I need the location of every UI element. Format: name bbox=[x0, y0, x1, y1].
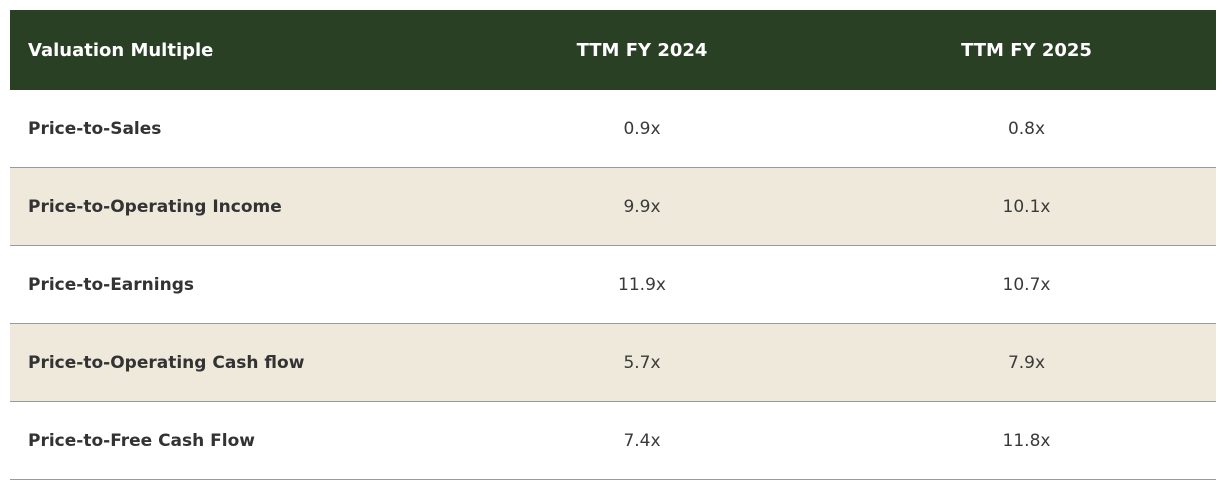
value-cell: 10.1x bbox=[837, 167, 1216, 246]
row-label: Price-to-Earnings bbox=[10, 245, 447, 324]
value-cell: 7.4x bbox=[447, 401, 837, 480]
value-cell: 10.7x bbox=[837, 245, 1216, 324]
table-row: Price-to-Operating Cash flow 5.7x 7.9x bbox=[10, 323, 1216, 402]
value-cell: 5.7x bbox=[447, 323, 837, 402]
header-cell: TTM FY 2024 bbox=[447, 10, 837, 90]
table-row: Price-to-Free Cash Flow 7.4x 11.8x bbox=[10, 401, 1216, 480]
row-label: Price-to-Operating Cash flow bbox=[10, 323, 447, 402]
table-row: Price-to-Earnings 11.9x 10.7x bbox=[10, 245, 1216, 324]
value-cell: 0.9x bbox=[447, 90, 837, 168]
header-row: Valuation Multiple TTM FY 2024 TTM FY 2025 bbox=[10, 10, 1216, 90]
row-label: Price-to-Operating Income bbox=[10, 167, 447, 246]
table-body: Price-to-Sales 0.9x 0.8x Price-to-Operating… bbox=[10, 90, 1216, 480]
value-cell: 11.9x bbox=[447, 245, 837, 324]
table-header: Valuation Multiple TTM FY 2024 TTM FY 2025 bbox=[10, 10, 1216, 90]
header-cell: TTM FY 2025 bbox=[837, 10, 1216, 90]
valuation-table: Valuation Multiple TTM FY 2024 TTM FY 2025… bbox=[10, 10, 1216, 480]
header-cell: Valuation Multiple bbox=[10, 10, 447, 90]
value-cell: 0.8x bbox=[837, 90, 1216, 168]
value-cell: 9.9x bbox=[447, 167, 837, 246]
value-cell: 7.9x bbox=[837, 323, 1216, 402]
table-row: Price-to-Operating Income 9.9x 10.1x bbox=[10, 167, 1216, 246]
row-label: Price-to-Sales bbox=[10, 90, 447, 168]
row-label: Price-to-Free Cash Flow bbox=[10, 401, 447, 480]
table-row: Price-to-Sales 0.9x 0.8x bbox=[10, 90, 1216, 168]
value-cell: 11.8x bbox=[837, 401, 1216, 480]
